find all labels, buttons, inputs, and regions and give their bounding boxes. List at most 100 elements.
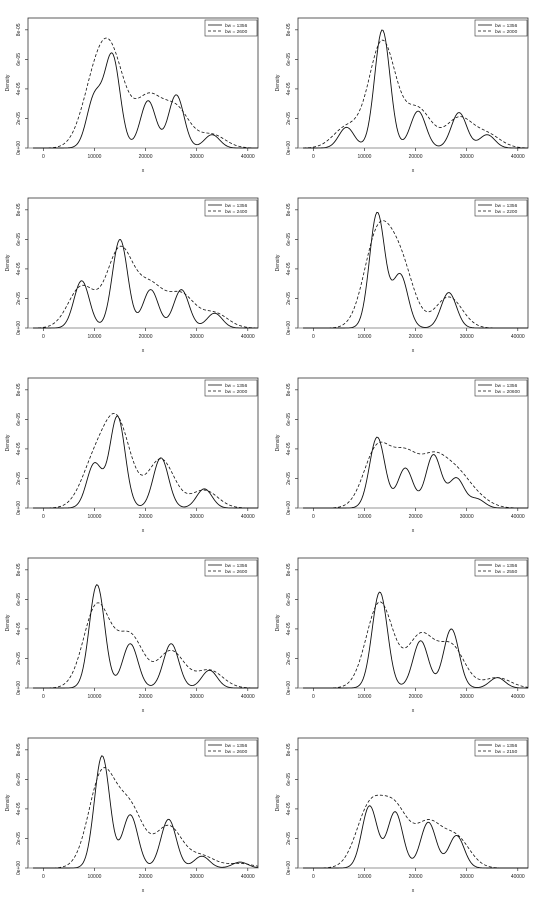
- density-plot-3: 0e+00 2e-05 4e-05 6e-05 8e-05 0 10000 20000 3000…: [5, 197, 259, 354]
- x-tick-label: 10000: [87, 874, 101, 880]
- y-tick-label: 8e-05: [286, 743, 292, 756]
- x-tick-label: 30000: [190, 514, 204, 520]
- x-tick-label: 0: [42, 154, 45, 160]
- x-axis-label: x: [412, 528, 415, 534]
- x-tick-label: 40000: [511, 154, 525, 160]
- plot-frame: [27, 737, 259, 869]
- y-tick-label: 0e+00: [286, 861, 292, 875]
- x-axis-label: x: [412, 348, 415, 354]
- x-tick-label: 30000: [460, 694, 474, 700]
- x-tick-label: 40000: [241, 334, 255, 340]
- legend-entry: bw = 2400: [225, 209, 248, 215]
- y-axis-label: Density: [275, 614, 281, 631]
- legend-entry: bw = 1356: [225, 383, 248, 389]
- density-line-dashed: [303, 441, 528, 509]
- x-tick-label: 40000: [511, 694, 525, 700]
- y-tick-label: 4e-05: [16, 622, 22, 635]
- y-tick-label: 2e-05: [286, 832, 292, 845]
- density-line-solid: [303, 211, 528, 329]
- y-tick-label: 0e+00: [286, 501, 292, 515]
- x-tick-label: 40000: [241, 694, 255, 700]
- x-tick-label: 10000: [357, 514, 371, 520]
- legend-box: [474, 379, 528, 397]
- legend-box: [204, 559, 258, 577]
- y-axis-label: Density: [275, 254, 281, 271]
- plot-frame: [27, 17, 259, 149]
- density-line-dashed: [303, 39, 529, 149]
- density-panel-3: 0e+00 2e-05 4e-05 6e-05 8e-05 0 10000 20000 3000…: [0, 180, 270, 360]
- x-tick-label: 20000: [409, 694, 423, 700]
- y-tick-label: 2e-05: [16, 112, 22, 125]
- x-tick-label: 10000: [357, 694, 371, 700]
- y-axis-label: Density: [5, 74, 11, 91]
- x-tick-label: 30000: [190, 874, 204, 880]
- x-tick-label: 40000: [511, 514, 525, 520]
- y-tick-label: 0e+00: [16, 681, 22, 695]
- density-plot-2: 0e+00 2e-05 4e-05 6e-05 8e-05 0 10000 20000 3000…: [275, 17, 529, 174]
- density-line-dashed: [33, 245, 259, 329]
- density-line-dashed: [33, 602, 259, 689]
- x-axis-label: x: [412, 888, 415, 894]
- legend-entry: bw = 2550: [495, 569, 518, 575]
- x-tick-label: 30000: [460, 874, 474, 880]
- y-tick-label: 2e-05: [16, 472, 22, 485]
- density-panel-5: 0e+00 2e-05 4e-05 6e-05 8e-05 0 10000 20000 3000…: [0, 360, 270, 540]
- plot-frame: [27, 557, 259, 689]
- y-tick-label: 4e-05: [16, 82, 22, 95]
- density-panel-8: 0e+00 2e-05 4e-05 6e-05 8e-05 0 10000 20000 3000…: [270, 540, 540, 720]
- legend-entry: bw = 1356: [225, 563, 248, 569]
- x-tick-label: 0: [312, 334, 315, 340]
- legend-entry: bw = 2150: [495, 749, 518, 755]
- density-plot-1: 0e+00 2e-05 4e-05 6e-05 8e-05 0 10000 20000 3000…: [5, 17, 259, 174]
- legend-entry: bw = 2200: [495, 209, 518, 215]
- y-tick-label: 8e-05: [16, 383, 22, 396]
- x-tick-label: 10000: [357, 154, 371, 160]
- y-tick-label: 6e-05: [286, 233, 292, 246]
- legend-entry: bw = 2000: [225, 389, 248, 395]
- y-tick-label: 8e-05: [286, 383, 292, 396]
- plot-frame: [27, 197, 259, 329]
- y-tick-label: 6e-05: [286, 593, 292, 606]
- y-tick-label: 6e-05: [16, 593, 22, 606]
- y-axis-label: Density: [5, 254, 11, 271]
- plot-frame: [297, 17, 529, 149]
- x-tick-label: 40000: [241, 514, 255, 520]
- y-tick-label: 6e-05: [286, 53, 292, 66]
- x-tick-label: 0: [42, 694, 45, 700]
- y-tick-label: 6e-05: [16, 413, 22, 426]
- x-tick-label: 0: [42, 874, 45, 880]
- x-tick-label: 20000: [409, 874, 423, 880]
- x-axis-label: x: [142, 168, 145, 174]
- y-axis-label: Density: [5, 794, 11, 811]
- density-plot-7: 0e+00 2e-05 4e-05 6e-05 8e-05 0 10000 20000 3000…: [5, 557, 259, 714]
- y-tick-label: 2e-05: [286, 472, 292, 485]
- legend-box: [474, 199, 528, 217]
- x-tick-label: 10000: [87, 334, 101, 340]
- legend-entry: bw = 1356: [495, 23, 518, 29]
- y-tick-label: 4e-05: [16, 442, 22, 455]
- density-line-solid: [303, 29, 528, 149]
- x-tick-label: 0: [312, 514, 315, 520]
- legend-entry: bw = 2000: [495, 29, 518, 35]
- legend-entry: bw = 1356: [225, 203, 248, 209]
- y-tick-label: 2e-05: [16, 652, 22, 665]
- density-line-solid: [303, 805, 528, 869]
- y-tick-label: 0e+00: [16, 141, 22, 155]
- legend-entry: bw = 1356: [225, 743, 248, 749]
- density-plot-10: 0e+00 2e-05 4e-05 6e-05 8e-05 0 10000 20000 3000…: [275, 737, 529, 894]
- density-plot-6: 0e+00 2e-05 4e-05 6e-05 8e-05 0 10000 20000 3000…: [275, 377, 529, 534]
- x-tick-label: 20000: [139, 874, 153, 880]
- x-tick-label: 0: [42, 514, 45, 520]
- y-axis-label: Density: [5, 614, 11, 631]
- density-line-solid: [303, 436, 528, 509]
- x-axis-label: x: [412, 708, 415, 714]
- y-tick-label: 0e+00: [286, 681, 292, 695]
- y-axis-label: Density: [275, 74, 281, 91]
- density-line-solid: [303, 591, 529, 689]
- density-panel-2: 0e+00 2e-05 4e-05 6e-05 8e-05 0 10000 20000 3000…: [270, 0, 540, 180]
- x-tick-label: 0: [312, 874, 315, 880]
- density-plot-4: 0e+00 2e-05 4e-05 6e-05 8e-05 0 10000 20000 3000…: [275, 197, 529, 354]
